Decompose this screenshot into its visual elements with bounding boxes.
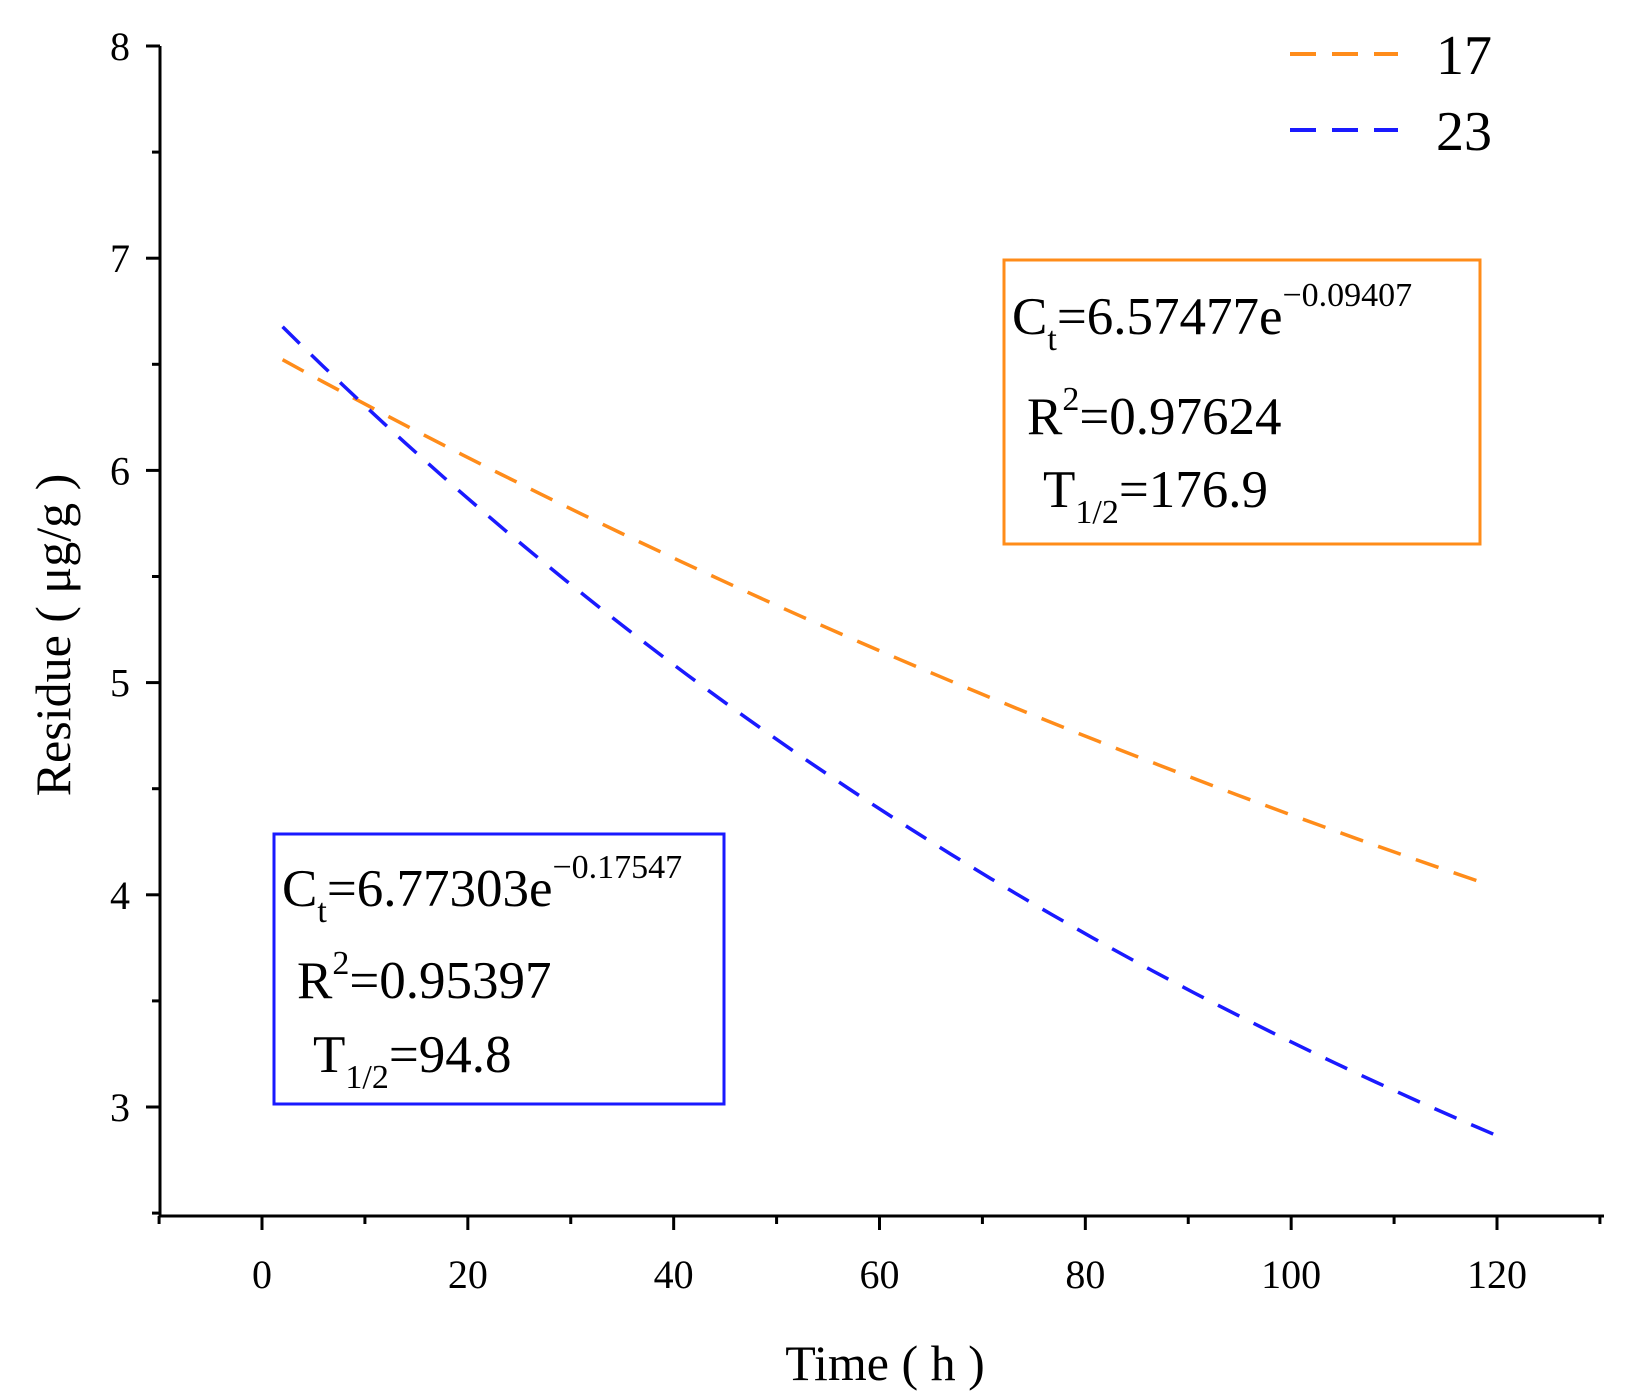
- equation-23: Ct=6.77303e−0.17547: [282, 849, 682, 930]
- annotation-border-17: [1002, 258, 1482, 546]
- y-ticks: 3 4 5 6 7 8: [110, 24, 160, 1215]
- half-life-23: T1/2=94.8: [313, 1026, 511, 1096]
- r-squared-17: R2=0.97624: [1027, 381, 1282, 446]
- x-ticks: 0 20 40 60 80 100 120: [157, 1216, 1602, 1297]
- equation-17: Ct=6.57477e−0.09407: [1012, 277, 1412, 358]
- x-tick-label: 60: [860, 1252, 900, 1297]
- y-tick-label: 5: [110, 661, 130, 706]
- x-axis-title: Time ( h ): [785, 1335, 985, 1391]
- legend-label-23: 23: [1436, 101, 1492, 163]
- legend-label-17: 17: [1436, 25, 1492, 87]
- y-axis-title: Residue ( μg/g ): [25, 474, 81, 797]
- annotation-border-23: [272, 832, 726, 1106]
- series-layer: [281, 325, 1498, 1138]
- x-tick-label: 120: [1467, 1252, 1527, 1297]
- annotation-box-17: Ct=6.57477e−0.09407 R2=0.97624 T1/2=176.…: [1002, 258, 1482, 546]
- r-squared-23: R2=0.95397: [297, 945, 552, 1010]
- x-tick-label: 80: [1065, 1252, 1105, 1297]
- x-tick-label: 40: [654, 1252, 694, 1297]
- x-tick-label: 0: [252, 1252, 272, 1297]
- legend: 17 23: [1290, 25, 1492, 163]
- y-tick-label: 7: [110, 236, 130, 281]
- y-tick-label: 3: [110, 1085, 130, 1130]
- y-tick-label: 4: [110, 873, 130, 918]
- y-tick-label: 8: [110, 24, 130, 69]
- half-life-17: T1/2=176.9: [1043, 461, 1268, 531]
- x-tick-label: 100: [1261, 1252, 1321, 1297]
- annotation-box-23: Ct=6.77303e−0.17547 R2=0.95397 T1/2=94.8: [272, 832, 726, 1106]
- series-line-23: [281, 325, 1498, 1138]
- axes: 3 4 5 6 7 8 0 20 40 60 80 100 120: [110, 24, 1604, 1297]
- y-tick-label: 6: [110, 448, 130, 493]
- series-line-17: [281, 358, 1477, 883]
- x-tick-label: 20: [448, 1252, 488, 1297]
